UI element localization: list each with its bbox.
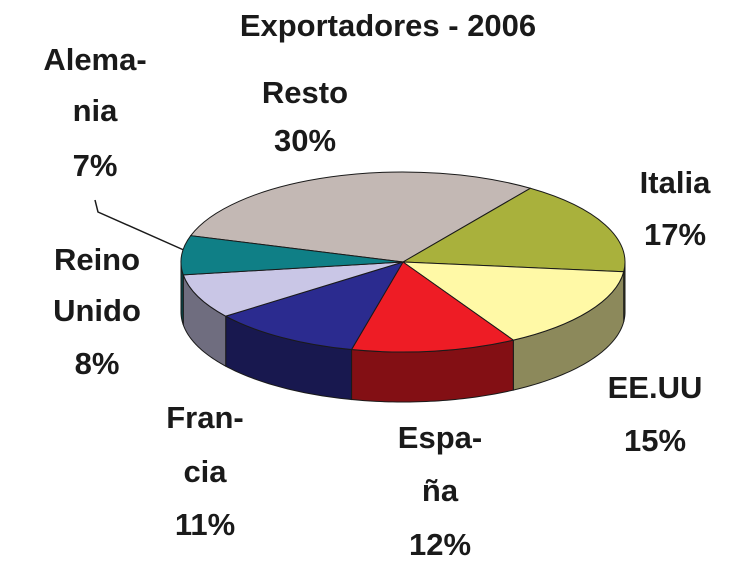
slice-label: cia [183,454,227,489]
value-label: 30% [274,123,336,158]
leader-line [94,199,187,252]
slice [350,261,515,353]
slice [182,261,404,317]
slice-label: ña [422,473,459,508]
slice-label: Alema- [43,42,146,77]
slice-label: Unido [53,293,141,328]
slice-label: Espa- [398,420,482,455]
value-label: 17% [644,217,706,252]
slice [401,187,626,273]
value-label: 15% [624,423,686,458]
slice-label: Italia [640,165,711,200]
slice-label: Reino [54,242,140,277]
value-label: 12% [409,527,471,562]
slice-label: nia [73,93,119,128]
slice [180,235,404,276]
value-label: 8% [75,346,120,381]
value-label: 11% [175,507,235,542]
slice-label: Fran- [166,400,244,435]
value-label: 7% [73,148,118,183]
chart-title: Exportadores - 2006 [240,8,536,43]
slice [189,171,532,263]
slice [401,261,625,341]
slice [224,261,405,351]
slice-label: Resto [262,75,348,110]
slice-label: EE.UU [608,370,703,405]
